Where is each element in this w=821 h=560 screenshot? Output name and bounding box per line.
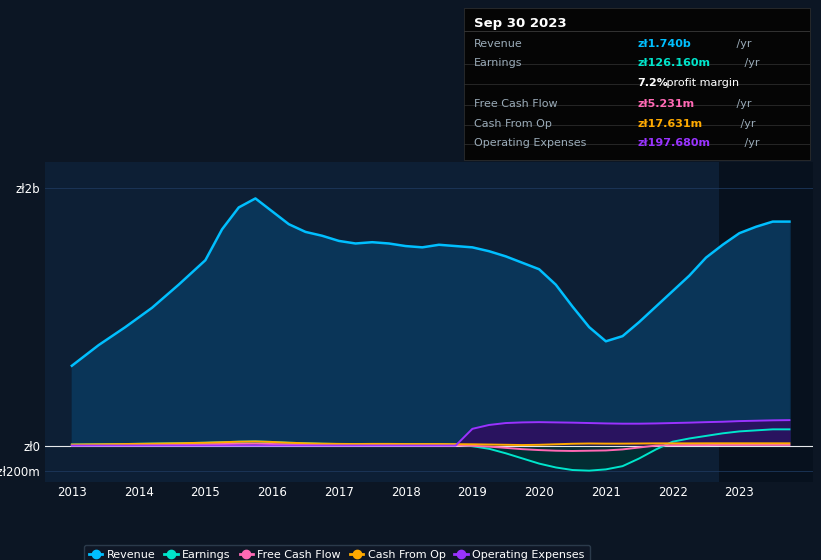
Legend: Revenue, Earnings, Free Cash Flow, Cash From Op, Operating Expenses: Revenue, Earnings, Free Cash Flow, Cash … — [84, 545, 590, 560]
Text: profit margin: profit margin — [663, 78, 739, 88]
Text: Free Cash Flow: Free Cash Flow — [475, 99, 558, 109]
Text: Earnings: Earnings — [475, 58, 523, 68]
Text: Sep 30 2023: Sep 30 2023 — [475, 17, 566, 30]
Text: zł17.631m: zł17.631m — [637, 119, 702, 129]
Text: zł126.160m: zł126.160m — [637, 58, 710, 68]
Text: /yr: /yr — [737, 119, 755, 129]
Text: zł5.231m: zł5.231m — [637, 99, 695, 109]
Text: /yr: /yr — [732, 99, 751, 109]
Text: /yr: /yr — [741, 58, 759, 68]
Text: Operating Expenses: Operating Expenses — [475, 138, 587, 148]
Text: /yr: /yr — [732, 39, 751, 49]
Text: /yr: /yr — [741, 138, 759, 148]
Text: zł197.680m: zł197.680m — [637, 138, 710, 148]
Text: 7.2%: 7.2% — [637, 78, 668, 88]
Text: zł1.740b: zł1.740b — [637, 39, 690, 49]
Text: Cash From Op: Cash From Op — [475, 119, 553, 129]
Bar — [719, 162, 821, 482]
Text: Revenue: Revenue — [475, 39, 523, 49]
FancyBboxPatch shape — [464, 8, 810, 160]
